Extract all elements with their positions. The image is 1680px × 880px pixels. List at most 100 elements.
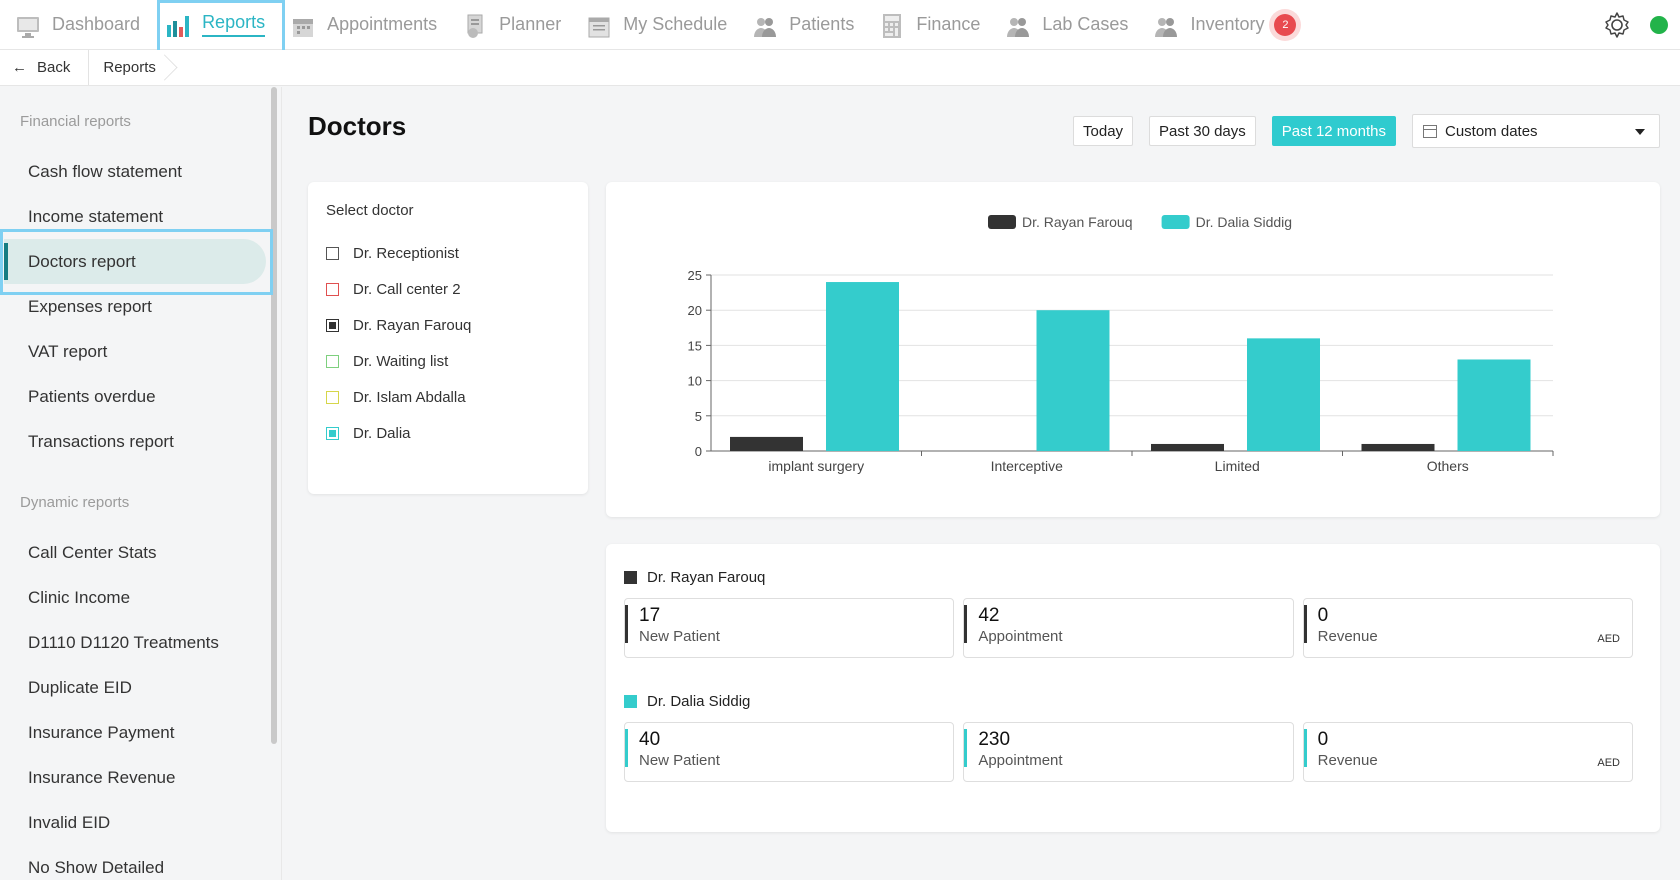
bar-rayan — [1361, 443, 1435, 451]
doctor-checkbox[interactable] — [326, 318, 339, 332]
stat-accent-bar — [964, 729, 968, 767]
calculator-icon — [878, 11, 906, 39]
past-12-months-button[interactable]: Past 12 months — [1271, 116, 1396, 146]
bar-chart-icon — [164, 11, 192, 39]
y-tick-label: 0 — [695, 444, 702, 459]
sidebar-item-call-center-stats[interactable]: Call Center Stats — [28, 542, 157, 562]
nav-appointments-label: Appointments — [327, 14, 438, 34]
doctor-checkbox[interactable] — [326, 354, 339, 368]
nav-finance[interactable]: Finance — [866, 0, 992, 50]
nav-my-schedule[interactable]: My Schedule — [573, 0, 739, 50]
people-icon — [751, 11, 779, 39]
page-title: Doctors — [308, 111, 407, 141]
stat-value: 40 — [639, 729, 661, 750]
stat-accent-bar — [1303, 729, 1307, 767]
past-30-days-button[interactable]: Past 30 days — [1149, 116, 1256, 146]
sidebar-item-insurance-payment[interactable]: Insurance Payment — [28, 722, 175, 742]
people-icon — [1152, 11, 1180, 39]
doctor-option-label: Dr. Waiting list — [353, 352, 449, 370]
appointment-stat: 230 Appointment — [963, 722, 1294, 782]
sidebar-item-no-show-detailed[interactable]: No Show Detailed — [28, 857, 165, 877]
schedule-icon — [585, 11, 613, 39]
y-tick-label: 5 — [695, 409, 702, 424]
doctor-checkbox[interactable] — [326, 390, 339, 404]
sidebar-item-cash-flow[interactable]: Cash flow statement — [28, 161, 183, 181]
stat-value: 42 — [978, 605, 1000, 626]
bar-dalia — [1247, 338, 1320, 451]
stat-value: 17 — [639, 605, 661, 626]
sidebar: Financial reports Cash flow statement In… — [0, 87, 282, 880]
stat-label: Appointment — [978, 752, 1063, 769]
revenue-stat: 0 Revenue AED — [1302, 722, 1633, 782]
calendar-icon — [289, 11, 317, 39]
doctor-list: Dr. Receptionist Dr. Call center 2 Dr. Ray… — [326, 235, 570, 451]
gear-icon[interactable] — [1602, 10, 1632, 40]
nav-patients-label: Patients — [789, 14, 855, 34]
today-button[interactable]: Today — [1073, 116, 1134, 146]
stat-accent-bar — [1303, 605, 1307, 643]
nav-lab-cases[interactable]: Lab Cases — [992, 0, 1140, 50]
doctor-option[interactable]: Dr. Rayan Farouq — [326, 307, 570, 343]
custom-dates-dropdown[interactable]: Custom dates — [1412, 114, 1660, 148]
currency-label: AED — [1597, 757, 1620, 769]
doctor-option-label: Dr. Call center 2 — [353, 280, 461, 298]
sidebar-item-duplicate-eid[interactable]: Duplicate EID — [28, 677, 132, 697]
sidebar-item-invalid-eid[interactable]: Invalid EID — [28, 812, 111, 832]
doctor-option[interactable]: Dr. Waiting list — [326, 343, 570, 379]
doctor-select-panel: Select doctor Dr. Receptionist Dr. Call c… — [308, 182, 588, 494]
nav-right-area — [1602, 0, 1680, 50]
legend-label: Dr. Dalia Siddig — [1196, 214, 1293, 230]
doctor-checkbox[interactable] — [326, 246, 339, 260]
chart-panel: Dr. Rayan Farouq Dr. Dalia Siddig 0 5 10 15 20… — [606, 182, 1660, 517]
stat-label: Revenue — [1317, 752, 1378, 769]
sidebar-item-insurance-revenue[interactable]: Insurance Revenue — [28, 767, 176, 787]
sidebar-item-vat-report[interactable]: VAT report — [28, 341, 108, 361]
doctor-option-label: Dr. Dalia — [353, 424, 411, 442]
doctor-checkbox[interactable] — [326, 426, 339, 440]
nav-inventory[interactable]: Inventory 2 — [1140, 0, 1308, 50]
doctor-option[interactable]: Dr. Islam Abdalla — [326, 379, 570, 415]
doctor-option[interactable]: Dr. Dalia — [326, 415, 570, 451]
sidebar-item-income-statement[interactable]: Income statement — [28, 206, 164, 226]
nav-lab-cases-label: Lab Cases — [1042, 14, 1129, 34]
sidebar-item-doctors-report[interactable]: Doctors report — [4, 239, 266, 284]
doctor-option[interactable]: Dr. Receptionist — [326, 235, 570, 271]
breadcrumb-current[interactable]: Reports — [89, 50, 180, 85]
date-range-selector: Today Past 30 days Past 12 months Custom… — [1057, 114, 1660, 148]
doctor-checkbox[interactable] — [326, 282, 339, 296]
legend-swatch — [988, 215, 1016, 229]
sidebar-item-patients-overdue[interactable]: Patients overdue — [28, 386, 156, 406]
back-button[interactable]: ← Back — [0, 50, 90, 85]
doctor-stats-name: Dr. Rayan Farouq — [647, 568, 766, 586]
sidebar-scrollbar[interactable] — [271, 87, 277, 744]
stat-label: New Patient — [639, 628, 720, 645]
x-tick-label: Interceptive — [991, 458, 1064, 474]
stats-list: Dr. Rayan Farouq 17 New Patient 42 Appointme… — [624, 564, 1642, 782]
nav-dashboard[interactable]: Dashboard — [2, 0, 152, 50]
custom-dates-label: Custom dates — [1445, 122, 1538, 140]
x-tick-label: Limited — [1215, 458, 1260, 474]
doctor-option[interactable]: Dr. Call center 2 — [326, 271, 570, 307]
back-label: Back — [37, 59, 71, 76]
notification-badge[interactable]: 2 — [1274, 13, 1297, 36]
nav-planner-label: Planner — [499, 14, 562, 34]
revenue-stat: 0 Revenue AED — [1302, 598, 1633, 658]
bar-dalia — [1457, 359, 1531, 451]
nav-patients[interactable]: Patients — [739, 0, 866, 50]
nav-dashboard-label: Dashboard — [52, 14, 141, 34]
stat-accent-bar — [964, 605, 968, 643]
nav-planner[interactable]: Planner — [449, 0, 573, 50]
nav-reports[interactable]: Reports — [152, 0, 277, 50]
sidebar-item-transactions-report[interactable]: Transactions report — [28, 431, 174, 451]
doctor-option-label: Dr. Rayan Farouq — [353, 316, 472, 334]
people-icon — [1004, 11, 1032, 39]
nav-appointments[interactable]: Appointments — [277, 0, 449, 50]
sidebar-item-clinic-income[interactable]: Clinic Income — [28, 587, 131, 607]
sidebar-item-expenses-report[interactable]: Expenses report — [28, 296, 152, 316]
nav-finance-label: Finance — [916, 14, 981, 34]
y-tick-label: 10 — [688, 374, 702, 389]
nav-reports-label: Reports — [202, 12, 266, 37]
doctor-stats-name: Dr. Dalia Siddig — [647, 692, 751, 710]
sidebar-item-d1110-treatments[interactable]: D1110 D1120 Treatments — [28, 632, 219, 652]
financial-reports-heading: Financial reports — [20, 112, 131, 130]
